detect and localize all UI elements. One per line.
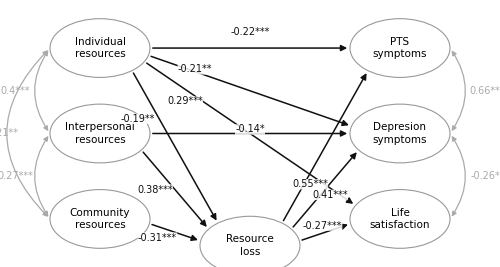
Text: Depresion
symptoms: Depresion symptoms bbox=[373, 122, 427, 145]
Text: -0.19**: -0.19** bbox=[120, 114, 154, 124]
Text: -0.22***: -0.22*** bbox=[230, 27, 270, 37]
Text: 0.55***: 0.55*** bbox=[292, 179, 328, 189]
Text: Community
resources: Community resources bbox=[70, 208, 130, 230]
Ellipse shape bbox=[350, 19, 450, 77]
Text: Resource
loss: Resource loss bbox=[226, 234, 274, 257]
Ellipse shape bbox=[50, 190, 150, 248]
Text: -0.27***: -0.27*** bbox=[303, 221, 342, 231]
Ellipse shape bbox=[200, 216, 300, 267]
Ellipse shape bbox=[350, 104, 450, 163]
Text: 0.41***: 0.41*** bbox=[312, 190, 348, 200]
Ellipse shape bbox=[50, 104, 150, 163]
Text: Life
satisfaction: Life satisfaction bbox=[370, 208, 430, 230]
Ellipse shape bbox=[50, 19, 150, 77]
Text: Interpersonal
resources: Interpersonal resources bbox=[65, 122, 135, 145]
Text: PTS
symptoms: PTS symptoms bbox=[373, 37, 427, 59]
Text: 0.66***: 0.66*** bbox=[470, 86, 500, 96]
Text: -0.21**: -0.21** bbox=[178, 64, 212, 74]
Text: 0.21**: 0.21** bbox=[0, 128, 18, 139]
Text: 0.29***: 0.29*** bbox=[167, 96, 203, 107]
Text: 0.4***: 0.4*** bbox=[0, 86, 30, 96]
Text: Individual
resources: Individual resources bbox=[74, 37, 126, 59]
Text: 0.38***: 0.38*** bbox=[137, 184, 173, 195]
Text: -0.26**: -0.26** bbox=[470, 171, 500, 181]
Ellipse shape bbox=[350, 190, 450, 248]
Text: -0.14*: -0.14* bbox=[235, 124, 265, 135]
Text: -0.31***: -0.31*** bbox=[138, 233, 177, 243]
Text: 0.27***: 0.27*** bbox=[0, 171, 33, 181]
